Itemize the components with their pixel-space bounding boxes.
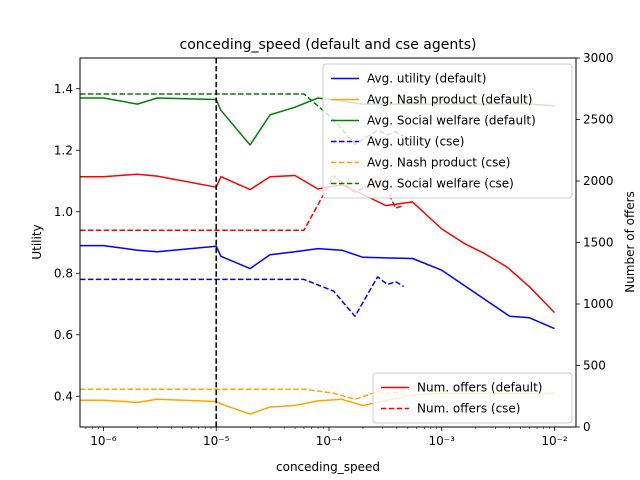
chart-title: conceding_speed (default and cse agents) — [180, 37, 477, 53]
legend-offers: Num. offers (default) Num. offers (cse) — [372, 372, 573, 424]
legend-label-2: Avg. Nash product (default) — [367, 93, 532, 107]
y-left-tick-label-4: 1.0 — [54, 205, 73, 219]
x-tick-label-5: 10⁻² — [541, 434, 568, 448]
y-right-tick-label-7: 3000 — [583, 51, 614, 65]
y-right-tick-label-2: 500 — [583, 359, 606, 373]
x-tick-label-3: 10⁻⁴ — [316, 434, 343, 448]
legend-box — [372, 372, 573, 424]
series-line-5 — [80, 388, 404, 401]
y-left-tick-label-6: 1.4 — [54, 82, 73, 96]
legend-utility: Avg. utility (default) Avg. Nash product … — [322, 63, 573, 199]
y-right-tick-label-6: 2500 — [583, 113, 614, 127]
legend-label-1: Num. offers (default) — [417, 381, 542, 395]
y-right-tick-label-3: 1000 — [583, 297, 614, 311]
legend-label-2: Num. offers (cse) — [417, 402, 521, 416]
y-left-tick-label-1: 0.4 — [54, 389, 73, 403]
y-left-tick-label-2: 0.6 — [54, 328, 73, 342]
series-line-8 — [80, 175, 404, 231]
x-tick-label-1: 10⁻⁶ — [90, 434, 117, 448]
axes: 10⁻⁶ 10⁻⁵ 10⁻⁴ 10⁻³ 10⁻² 0.4 0.6 0.8 1.0 1.2 1.4 0 5… — [54, 51, 614, 448]
y-right-tick-label-4: 1500 — [583, 236, 614, 250]
y-axis-label-right: Number of offers — [623, 191, 637, 293]
legend-label-3: Avg. Social welfare (default) — [367, 114, 536, 128]
legend-label-5: Avg. Nash product (cse) — [367, 156, 510, 170]
legend-box — [322, 63, 573, 199]
y-right-tick-label-5: 2000 — [583, 174, 614, 188]
x-tick-label-2: 10⁻⁵ — [203, 434, 230, 448]
x-axis-label: conceding_speed — [276, 460, 380, 474]
y-left-tick-label-5: 1.2 — [54, 143, 73, 157]
y-left-tick-label-3: 0.8 — [54, 266, 73, 280]
legend-label-6: Avg. Social welfare (cse) — [367, 177, 514, 191]
y-right-tick-label-1: 0 — [583, 420, 591, 434]
series-line-4 — [80, 276, 405, 318]
y-axis-label-left: Utility — [30, 224, 44, 259]
series-line-1 — [80, 244, 555, 330]
legend-label-4: Avg. utility (cse) — [367, 135, 464, 149]
x-tick-label-4: 10⁻³ — [429, 434, 456, 448]
legend-label-1: Avg. utility (default) — [367, 72, 486, 86]
